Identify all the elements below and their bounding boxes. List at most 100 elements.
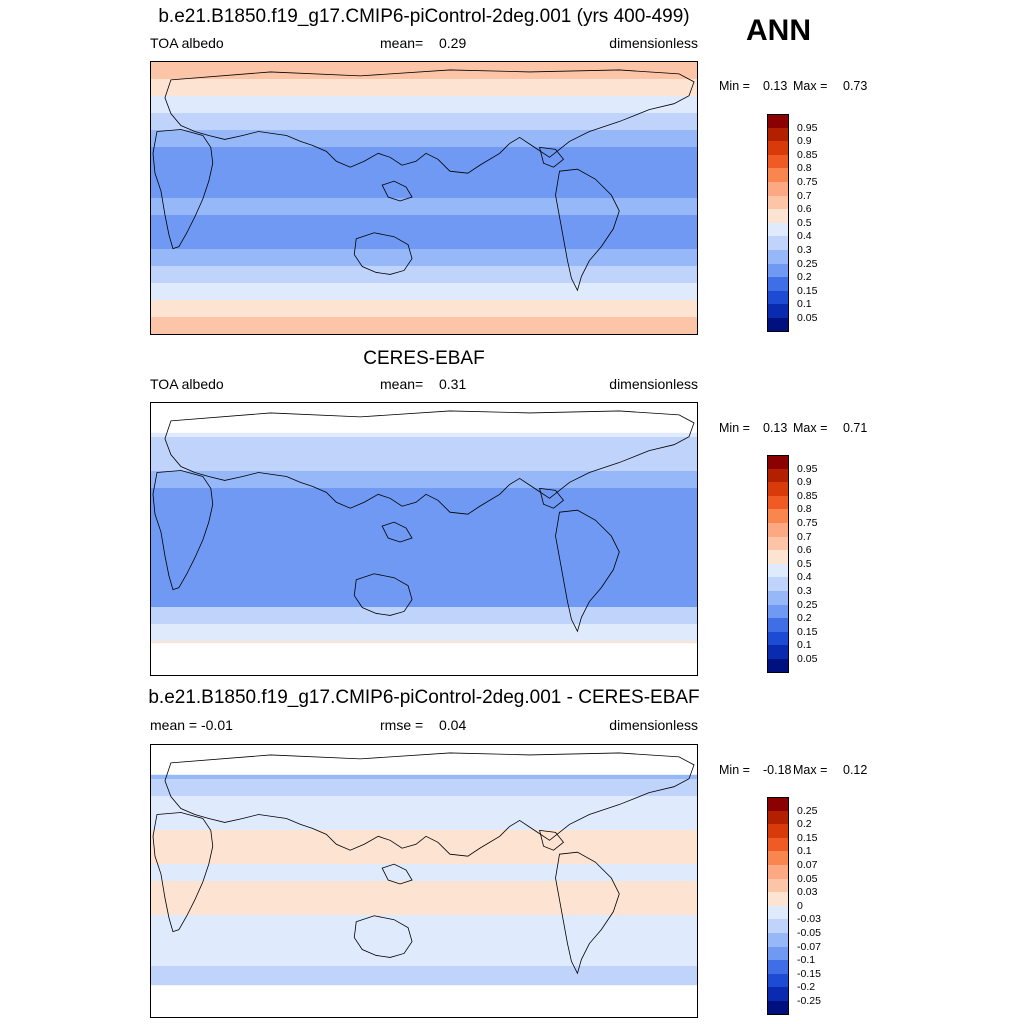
panel-3-rmse-value: 0.04 — [439, 717, 467, 733]
coastline — [539, 829, 565, 851]
panel-3-max-value: 0.12 — [843, 763, 868, 777]
map-band — [151, 283, 697, 301]
colorbar-box — [767, 318, 789, 332]
colorbar-label: 0.05 — [797, 312, 818, 324]
colorbar-label: 0.9 — [797, 476, 812, 489]
map-band — [151, 266, 697, 284]
map-band — [151, 624, 697, 642]
map-band — [151, 830, 697, 848]
coastline — [539, 487, 565, 509]
map-band — [151, 249, 697, 267]
colorbar-label: 0.8 — [797, 162, 812, 175]
colorbar-box — [767, 851, 789, 865]
coastline — [152, 129, 214, 250]
colorbar-label: 0 — [797, 899, 803, 912]
colorbar-box — [767, 168, 789, 182]
map-band — [151, 471, 697, 489]
colorbar-label: -0.15 — [797, 967, 821, 980]
colorbar-label: -0.03 — [797, 913, 821, 926]
map-band — [151, 96, 697, 114]
colorbar-box — [767, 468, 789, 483]
map-band — [151, 505, 697, 523]
colorbar-box — [767, 631, 789, 646]
colorbar-label: 0.6 — [797, 544, 812, 557]
colorbar-box — [767, 618, 789, 632]
colorbar-box — [767, 865, 789, 879]
panel-2-mean-label: mean= — [380, 376, 424, 392]
colorbar-label: 0.85 — [797, 148, 818, 161]
coastline — [381, 521, 413, 543]
colorbar-box — [767, 797, 789, 811]
map-band — [151, 813, 697, 831]
colorbar-box — [767, 604, 789, 619]
missing-data-south — [151, 985, 697, 1017]
panel-3-map — [150, 744, 698, 1018]
colorbar-box — [767, 577, 789, 591]
map-band — [151, 898, 697, 916]
colorbar-label: 0.05 — [797, 872, 818, 885]
panel-3-min-value: -0.18 — [763, 763, 792, 777]
coastline — [555, 851, 620, 975]
colorbar-box — [767, 277, 789, 291]
colorbar-box — [767, 263, 789, 278]
colorbar-label: 0.25 — [797, 257, 818, 270]
colorbar-label: 0.85 — [797, 489, 818, 502]
panel-2-variable: TOA albedo — [150, 376, 224, 392]
colorbar-label: 0.1 — [797, 845, 812, 858]
panel-3-map-svg — [151, 745, 697, 1017]
colorbar-label: 0.6 — [797, 203, 812, 216]
panel-1-max-value: 0.73 — [843, 79, 868, 93]
colorbar-box — [767, 591, 789, 605]
colorbar-label: 0.07 — [797, 859, 818, 871]
colorbar-label: 0.8 — [797, 503, 812, 516]
map-band — [151, 779, 697, 797]
map-band — [151, 147, 697, 165]
coastline — [164, 752, 695, 857]
colorbar-box — [767, 290, 789, 305]
colorbar-box — [767, 987, 789, 1001]
colorbar-box — [767, 659, 789, 673]
colorbar-box — [767, 1001, 789, 1015]
colorbar-label: 0.2 — [797, 818, 812, 831]
colorbar-box — [767, 141, 789, 155]
coastline — [353, 915, 413, 958]
map-band — [151, 215, 697, 233]
map-band — [151, 437, 697, 455]
colorbar-box — [767, 114, 789, 128]
panel-1-min-value: 0.13 — [763, 79, 788, 93]
panel-1-mean-label: mean= — [380, 35, 424, 51]
panel-2-map — [150, 402, 698, 676]
missing-data-south — [151, 643, 697, 675]
map-band — [151, 966, 697, 984]
colorbar-label: 0.5 — [797, 216, 812, 229]
map-band — [151, 864, 697, 882]
coastline — [555, 168, 620, 292]
colorbar-box — [767, 946, 789, 961]
map-band — [151, 113, 697, 131]
panel-1-variable: TOA albedo — [150, 35, 224, 51]
colorbar-label: 0.9 — [797, 135, 812, 148]
map-band — [151, 847, 697, 865]
panel-2-min-value: 0.13 — [763, 421, 788, 435]
colorbar-label: 0.1 — [797, 639, 812, 652]
colorbar-box — [767, 482, 789, 496]
colorbar-label: 0.25 — [797, 804, 818, 817]
map-band — [151, 232, 697, 250]
colorbar-label: 0.7 — [797, 189, 812, 202]
colorbar-box — [767, 154, 789, 169]
map-band — [151, 881, 697, 899]
colorbar-label: 0.75 — [797, 176, 818, 188]
panel-1-title: b.e21.B1850.f19_g17.CMIP6-piControl-2deg… — [158, 6, 690, 27]
colorbar-box — [767, 645, 789, 659]
colorbar-label: 0.95 — [797, 462, 818, 475]
panel-2-min-label: Min = — [719, 421, 750, 435]
colorbar-box — [767, 195, 789, 210]
coastline — [555, 509, 620, 633]
colorbar-box — [767, 960, 789, 974]
map-band — [151, 300, 697, 318]
colorbar-label: 0.03 — [797, 886, 818, 899]
colorbar-box — [767, 509, 789, 523]
colorbar-box — [767, 222, 789, 237]
colorbar-label: 0.2 — [797, 612, 812, 625]
panel-3-units: dimensionless — [609, 717, 698, 733]
